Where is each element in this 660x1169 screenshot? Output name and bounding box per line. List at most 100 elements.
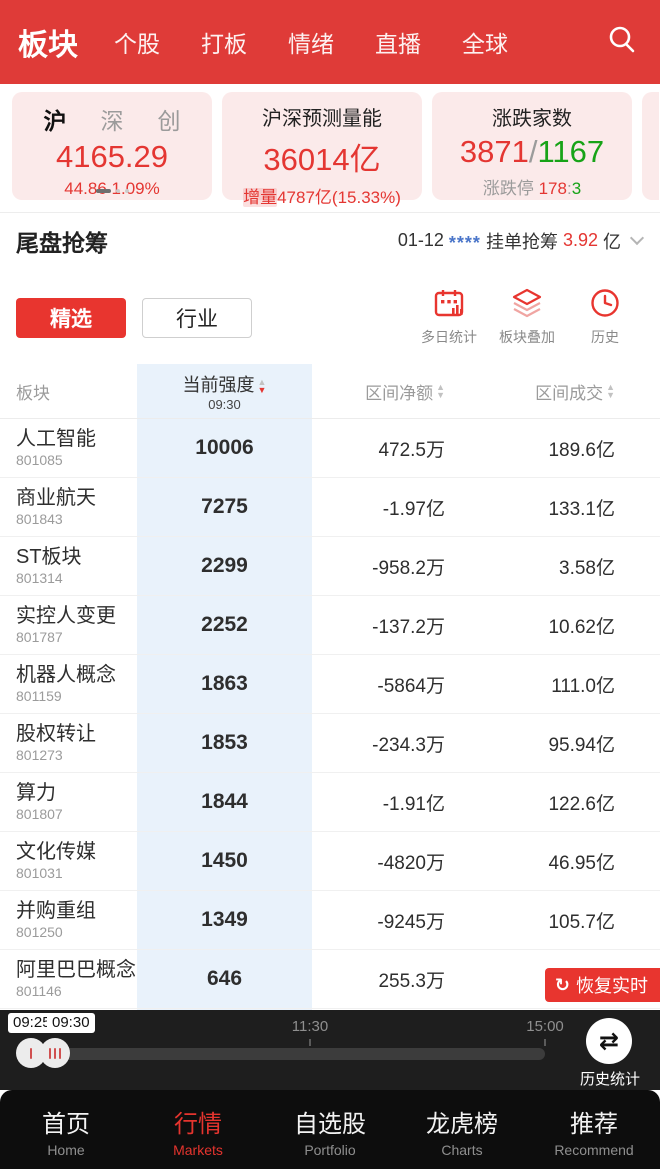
table-header-row: 板块 当前强度 ▲ ▼ 09:30 区间净额 ▲ ▼ 区间成交 ▲ ▼: [0, 364, 660, 419]
sector-code: 801273: [16, 747, 63, 763]
order-grab-unit: 亿: [603, 231, 621, 252]
tool-label: 板块叠加: [499, 329, 555, 345]
section-summary[interactable]: 01-12 **** 挂单抢筹 3.92 亿: [398, 228, 645, 254]
net-value: -1.97亿: [382, 498, 445, 520]
search-icon[interactable]: [606, 24, 638, 61]
header-interval-net[interactable]: 区间净额 ▲ ▼: [365, 382, 445, 403]
table-row[interactable]: ST板块 801314 2299 -958.2万 3.58亿: [0, 537, 660, 596]
history-stats-label: 历史统计: [579, 1071, 640, 1088]
table-row[interactable]: 机器人概念 801159 1863 -5864万 111.0亿: [0, 655, 660, 714]
tab-global[interactable]: 全球: [462, 31, 508, 57]
table-row[interactable]: 文化传媒 801031 1450 -4820万 46.95亿: [0, 832, 660, 891]
predicted-volume-title: 沪深预测量能: [262, 108, 382, 130]
table-row[interactable]: 算力 801807 1844 -1.91亿 122.6亿: [0, 773, 660, 832]
strength-value: 10006: [137, 419, 312, 477]
table-row[interactable]: 实控人变更 801787 2252 -137.2万 10.62亿: [0, 596, 660, 655]
table-row[interactable]: 并购重组 801250 1349 -9245万 105.7亿: [0, 891, 660, 950]
index-card-shanghai[interactable]: 沪 深 创 4165.29 44.86 1.09%: [12, 92, 212, 200]
sector-code: 801314: [16, 570, 63, 586]
nav-label-en: Home: [47, 1141, 85, 1158]
tab-live[interactable]: 直播: [375, 31, 421, 57]
chevron-down-icon[interactable]: [629, 230, 645, 246]
masked-value-stars: ****: [448, 233, 481, 253]
market-tab-sh[interactable]: 沪: [43, 108, 67, 134]
strength-value: 1853: [137, 714, 312, 772]
nav-label-zh: 行情: [174, 1110, 222, 1138]
sector-code: 801146: [16, 983, 62, 999]
tab-sentiment[interactable]: 情绪: [288, 31, 334, 57]
layers-icon: [510, 288, 544, 323]
section-title: 尾盘抢筹: [16, 229, 108, 256]
predicted-volume-card[interactable]: 沪深预测量能 36014亿 增量4787亿(15.33%): [222, 92, 422, 207]
volume-value: 10.62亿: [548, 616, 615, 638]
sector-name: 人工智能: [16, 428, 96, 450]
sector-overlay-button[interactable]: 板块叠加: [488, 288, 566, 347]
calendar-stats-icon: [433, 288, 465, 323]
filter-toolbar: 精选 行业 多日统计 板块叠加 历史: [0, 268, 660, 364]
nav-markets[interactable]: 行情 Markets: [132, 1090, 264, 1169]
advancers-decliners-card[interactable]: 涨跌家数 3871/1167 涨跌停 178:3: [432, 92, 632, 200]
market-tab-cy[interactable]: 创: [157, 108, 181, 134]
sector-name: 文化传媒: [16, 841, 96, 863]
advancers-decliners-title: 涨跌家数: [492, 108, 572, 130]
section-header: 尾盘抢筹 01-12 **** 挂单抢筹 3.92 亿: [0, 212, 660, 268]
net-value: 255.3万: [378, 970, 445, 992]
carousel-pagination-dots: [12, 189, 212, 193]
history-button[interactable]: 历史: [566, 288, 644, 347]
strength-value: 7275: [137, 478, 312, 536]
nav-charts[interactable]: 龙虎榜 Charts: [396, 1090, 528, 1169]
market-tab-sz[interactable]: 深: [100, 108, 124, 134]
nav-home[interactable]: 首页 Home: [0, 1090, 132, 1169]
table-row[interactable]: 商业航天 801843 7275 -1.97亿 133.1亿: [0, 478, 660, 537]
table-row[interactable]: 人工智能 801085 10006 472.5万 189.6亿: [0, 419, 660, 478]
limit-up-down-count: 涨跌停 178:3: [482, 179, 582, 198]
net-value: -137.2万: [372, 616, 445, 638]
pagination-dash-active: [95, 189, 111, 193]
multi-day-stats-button[interactable]: 多日统计: [410, 288, 488, 347]
order-grab-value: 3.92: [562, 230, 598, 250]
industry-filter-button[interactable]: 行业: [142, 297, 252, 338]
slider-tooltip-end: 09:30: [47, 1013, 95, 1033]
sector-name: 并购重组: [16, 900, 96, 922]
strength-value: 1450: [137, 832, 312, 890]
order-grab-label: 挂单抢筹: [485, 231, 558, 252]
tab-stocks[interactable]: 个股: [114, 31, 160, 57]
nav-label-en: Recommend: [554, 1141, 634, 1158]
sector-code: 801159: [16, 688, 62, 704]
time-slider-track[interactable]: [25, 1048, 545, 1060]
volume-value: 46.95亿: [548, 852, 615, 874]
tick-mark: [309, 1039, 311, 1046]
tool-buttons: 多日统计 板块叠加 历史: [410, 288, 644, 347]
nav-recommend[interactable]: 推荐 Recommend: [528, 1090, 660, 1169]
sector-name: 阿里巴巴概念: [16, 959, 136, 981]
net-value: -5864万: [377, 675, 445, 697]
slider-handle-end[interactable]: [40, 1038, 70, 1068]
tab-sectors[interactable]: 板块: [18, 29, 78, 62]
pagination-dot: [124, 189, 129, 193]
restore-realtime-button[interactable]: ↻ 恢复实时: [544, 968, 660, 1002]
strength-value: 1863: [137, 655, 312, 713]
header-current-strength[interactable]: 当前强度 ▲ ▼ 09:30: [137, 364, 312, 418]
tab-limitup[interactable]: 打板: [201, 31, 247, 57]
next-card-peek[interactable]: [642, 92, 659, 200]
strength-value: 2299: [137, 537, 312, 595]
header-interval-volume[interactable]: 区间成交 ▲ ▼: [535, 382, 615, 403]
net-value: -1.91亿: [382, 793, 445, 815]
nav-label-zh: 自选股: [294, 1110, 366, 1138]
clock-icon: [590, 288, 620, 323]
strength-value: 646: [137, 950, 312, 1008]
net-value: -234.3万: [372, 734, 445, 756]
sector-name: 机器人概念: [16, 664, 116, 686]
sector-table: 板块 当前强度 ▲ ▼ 09:30 区间净额 ▲ ▼ 区间成交 ▲ ▼ 人工智能 801085…: [0, 364, 660, 1068]
table-row[interactable]: 股权转让 801273 1853 -234.3万 95.94亿: [0, 714, 660, 773]
predicted-volume-value: 36014亿: [263, 142, 381, 177]
history-stats-button[interactable]: ⇄: [586, 1018, 632, 1064]
tick-label-1130: 11:30: [291, 1018, 329, 1035]
sector-code: 801807: [16, 806, 63, 822]
strength-value: 2252: [137, 596, 312, 654]
nav-portfolio[interactable]: 自选股 Portfolio: [264, 1090, 396, 1169]
sort-arrows-icon: ▲ ▼: [606, 382, 615, 400]
featured-filter-button[interactable]: 精选: [16, 297, 126, 338]
index-change: 44.86 1.09%: [64, 179, 160, 198]
